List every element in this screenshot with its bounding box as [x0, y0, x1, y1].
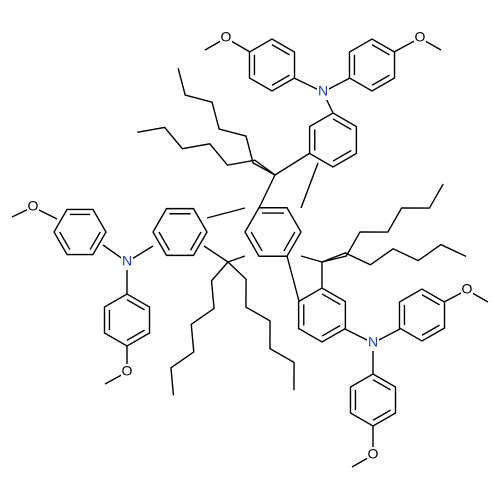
- double-bond: [89, 231, 101, 250]
- ring: [297, 287, 347, 343]
- bond: [274, 152, 311, 176]
- double-bond: [189, 231, 202, 251]
- double-bond: [421, 294, 440, 306]
- bond: [300, 255, 323, 263]
- label-bg: [367, 447, 379, 463]
- ring: [152, 207, 208, 257]
- atom-label: O: [462, 281, 473, 297]
- bond: [258, 174, 276, 209]
- ring: [348, 38, 396, 92]
- label-bg: [27, 199, 39, 215]
- hexyl-chain: [177, 68, 276, 176]
- double-bond: [371, 74, 390, 86]
- ring: [248, 38, 296, 92]
- ring: [349, 373, 397, 427]
- hexyl-chain: [321, 243, 467, 266]
- atom-label: O: [28, 198, 39, 214]
- ring: [398, 288, 446, 342]
- atom-label: O: [415, 29, 426, 45]
- double-bond: [321, 324, 341, 337]
- atom-label: O: [368, 446, 379, 462]
- double-bond: [271, 74, 290, 86]
- label-bg: [121, 364, 133, 380]
- double-bond: [321, 293, 341, 306]
- ring: [308, 112, 358, 168]
- hexyl-chain: [170, 261, 229, 396]
- hexyl-chain: [137, 126, 276, 176]
- bond: [206, 207, 246, 219]
- double-bond: [421, 324, 440, 336]
- double-bond: [158, 231, 171, 251]
- double-bond: [371, 44, 390, 56]
- ring: [53, 208, 107, 256]
- bond: [286, 255, 300, 302]
- atom-label: N: [318, 83, 328, 99]
- double-bond: [250, 231, 263, 252]
- bond: [227, 255, 246, 263]
- atom-label: O: [122, 363, 133, 379]
- label-bg: [317, 84, 329, 100]
- label-bg: [121, 254, 133, 270]
- label-bg: [367, 335, 379, 351]
- double-bond: [372, 379, 391, 391]
- ring: [103, 293, 151, 347]
- label-bg: [220, 30, 232, 46]
- double-bond: [332, 149, 352, 162]
- double-bond: [126, 329, 145, 341]
- atom-label: O: [221, 29, 232, 45]
- double-bond: [332, 118, 352, 131]
- hexyl-chain: [321, 183, 444, 263]
- bond: [203, 245, 229, 263]
- hexyl-chain: [227, 261, 295, 391]
- double-bond: [126, 299, 145, 311]
- ring: [244, 207, 302, 257]
- double-bond: [283, 231, 296, 252]
- double-bond: [59, 231, 71, 250]
- double-bond: [271, 44, 290, 56]
- label-bg: [461, 282, 473, 298]
- double-bond: [372, 409, 391, 421]
- atom-label: N: [368, 334, 378, 350]
- bond: [300, 162, 319, 209]
- label-bg: [414, 30, 426, 46]
- atom-label: N: [122, 253, 132, 269]
